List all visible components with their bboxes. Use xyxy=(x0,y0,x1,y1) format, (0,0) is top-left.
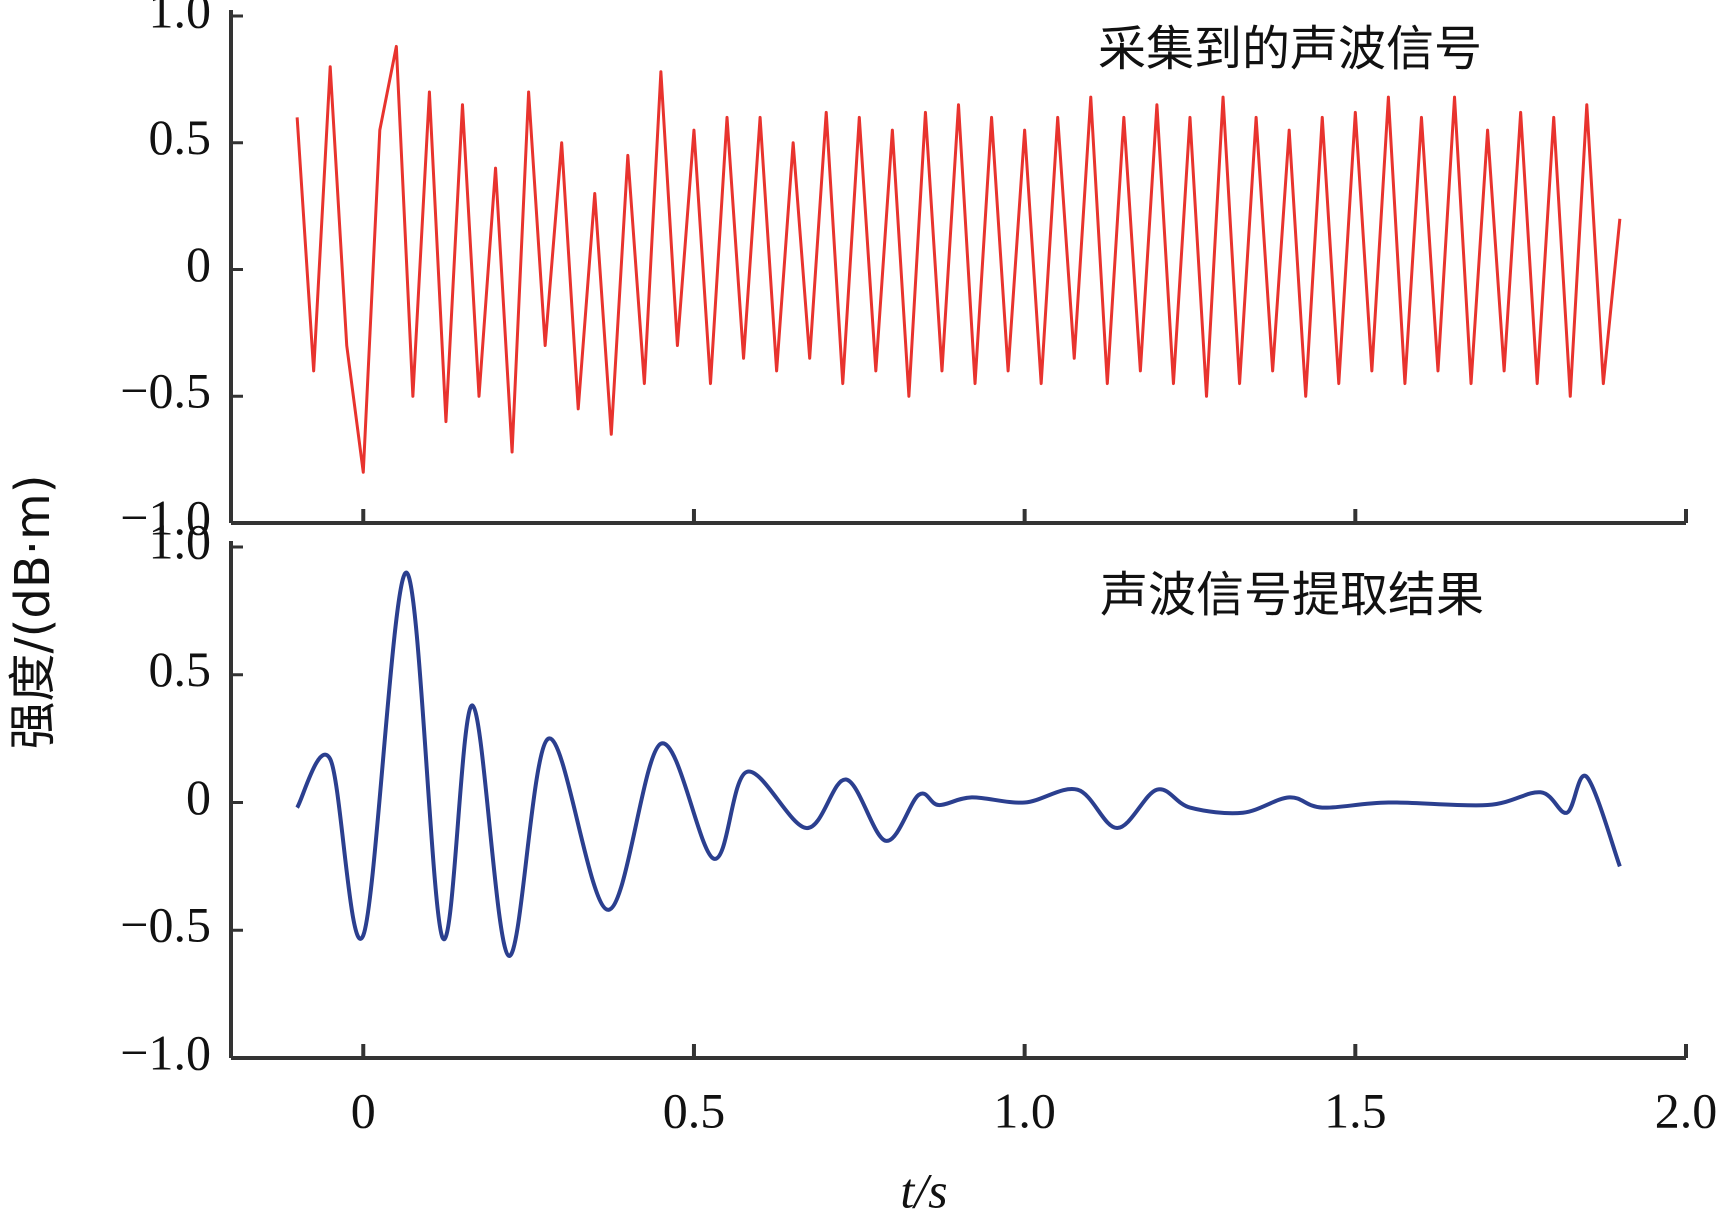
y-tick-label: 1.0 xyxy=(149,0,212,38)
y-tick-label: −0.5 xyxy=(120,897,211,953)
y-tick-label: 1.0 xyxy=(149,513,212,569)
x-tick-label: 1.0 xyxy=(993,1082,1056,1138)
data-line xyxy=(295,570,1622,958)
y-tick-label: 0.5 xyxy=(149,641,212,697)
y-tick-label: 0 xyxy=(186,236,211,292)
y-tick-label: 0 xyxy=(186,769,211,825)
data-line xyxy=(295,44,1622,474)
x-tick-label: 1.5 xyxy=(1324,1082,1387,1138)
y-tick-label: −1.0 xyxy=(120,1024,211,1080)
x-tick-label: 0 xyxy=(351,1082,376,1138)
y-tick-label: 0.5 xyxy=(149,109,212,165)
chart-title: 采集到的声波信号 xyxy=(1098,21,1482,77)
y-tick-label: −0.5 xyxy=(120,363,211,419)
chart-title: 声波信号提取结果 xyxy=(1100,567,1484,623)
y-tick-label: −1.0 xyxy=(120,489,211,545)
x-axis-label: t/s xyxy=(900,1162,947,1218)
y-axis-label: 强度/(dB·m) xyxy=(5,474,61,749)
x-tick-label: 2.0 xyxy=(1655,1082,1718,1138)
x-tick-label: 0.5 xyxy=(663,1082,726,1138)
